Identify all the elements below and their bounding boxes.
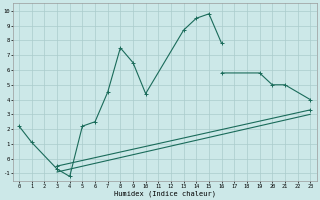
- X-axis label: Humidex (Indice chaleur): Humidex (Indice chaleur): [114, 190, 216, 197]
